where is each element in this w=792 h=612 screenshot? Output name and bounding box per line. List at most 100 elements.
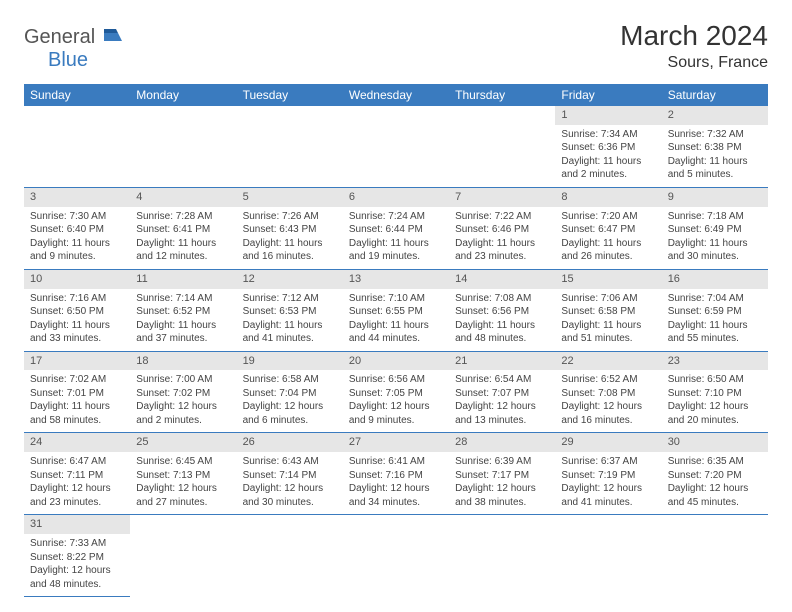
day-number: 21 — [449, 352, 555, 371]
day-details: Sunrise: 7:02 AMSunset: 7:01 PMDaylight:… — [24, 370, 130, 432]
day-details: Sunrise: 6:41 AMSunset: 7:16 PMDaylight:… — [343, 452, 449, 514]
calendar-week-row: 3Sunrise: 7:30 AMSunset: 6:40 PMDaylight… — [24, 187, 768, 269]
calendar-cell: 30Sunrise: 6:35 AMSunset: 7:20 PMDayligh… — [662, 433, 768, 515]
daylight-text: Daylight: 11 hours and 5 minutes. — [668, 155, 762, 182]
day-number: 13 — [343, 270, 449, 289]
day-number: 11 — [130, 270, 236, 289]
day-number: 27 — [343, 433, 449, 452]
calendar-cell: 15Sunrise: 7:06 AMSunset: 6:58 PMDayligh… — [555, 269, 661, 351]
day-number: 16 — [662, 270, 768, 289]
calendar-cell: 6Sunrise: 7:24 AMSunset: 6:44 PMDaylight… — [343, 187, 449, 269]
sunrise-text: Sunrise: 7:16 AM — [30, 292, 124, 306]
calendar-cell: 8Sunrise: 7:20 AMSunset: 6:47 PMDaylight… — [555, 187, 661, 269]
day-details: Sunrise: 6:47 AMSunset: 7:11 PMDaylight:… — [24, 452, 130, 514]
day-details: Sunrise: 6:50 AMSunset: 7:10 PMDaylight:… — [662, 370, 768, 432]
sunset-text: Sunset: 7:17 PM — [455, 469, 549, 483]
day-number-empty — [662, 515, 768, 534]
day-number: 2 — [662, 106, 768, 125]
calendar-cell — [343, 106, 449, 187]
day-number-empty — [237, 106, 343, 125]
weekday-header: Thursday — [449, 84, 555, 106]
weekday-header: Monday — [130, 84, 236, 106]
header: General Blue March 2024 Sours, France — [24, 20, 768, 72]
sunset-text: Sunset: 7:19 PM — [561, 469, 655, 483]
daylight-text: Daylight: 11 hours and 44 minutes. — [349, 319, 443, 346]
sunset-text: Sunset: 6:50 PM — [30, 305, 124, 319]
day-details: Sunrise: 7:33 AMSunset: 8:22 PMDaylight:… — [24, 534, 130, 596]
calendar-cell — [237, 515, 343, 597]
weekday-header-row: SundayMondayTuesdayWednesdayThursdayFrid… — [24, 84, 768, 106]
sunset-text: Sunset: 7:05 PM — [349, 387, 443, 401]
sunrise-text: Sunrise: 7:00 AM — [136, 373, 230, 387]
daylight-text: Daylight: 11 hours and 9 minutes. — [30, 237, 124, 264]
sunrise-text: Sunrise: 6:35 AM — [668, 455, 762, 469]
day-details: Sunrise: 6:39 AMSunset: 7:17 PMDaylight:… — [449, 452, 555, 514]
day-number: 18 — [130, 352, 236, 371]
calendar-cell: 16 Sunrise: 7:04 AMSunset: 6:59 PMDayligh… — [662, 269, 768, 351]
sunrise-text: Sunrise: 7:04 AM — [668, 292, 762, 306]
daylight-text: Daylight: 12 hours and 13 minutes. — [455, 400, 549, 427]
sunset-text: Sunset: 7:13 PM — [136, 469, 230, 483]
calendar-cell: 31Sunrise: 7:33 AMSunset: 8:22 PMDayligh… — [24, 515, 130, 597]
calendar-cell: 3Sunrise: 7:30 AMSunset: 6:40 PMDaylight… — [24, 187, 130, 269]
calendar-cell: 14Sunrise: 7:08 AMSunset: 6:56 PMDayligh… — [449, 269, 555, 351]
sunrise-text: Sunrise: 7:34 AM — [561, 128, 655, 142]
day-number: 6 — [343, 188, 449, 207]
sunrise-text: Sunrise: 6:37 AM — [561, 455, 655, 469]
day-details: Sunrise: 6:58 AMSunset: 7:04 PMDaylight:… — [237, 370, 343, 432]
daylight-text: Daylight: 12 hours and 45 minutes. — [668, 482, 762, 509]
daylight-text: Daylight: 12 hours and 9 minutes. — [349, 400, 443, 427]
daylight-text: Daylight: 11 hours and 55 minutes. — [668, 319, 762, 346]
daylight-text: Daylight: 12 hours and 34 minutes. — [349, 482, 443, 509]
weekday-header: Saturday — [662, 84, 768, 106]
day-number: 29 — [555, 433, 661, 452]
sunrise-text: Sunrise: 7:24 AM — [349, 210, 443, 224]
day-number-empty — [343, 106, 449, 125]
page-title: March 2024 — [620, 20, 768, 52]
sunrise-text: Sunrise: 7:33 AM — [30, 537, 124, 551]
calendar-cell — [343, 515, 449, 597]
day-details: Sunrise: 7:08 AMSunset: 6:56 PMDaylight:… — [449, 289, 555, 351]
daylight-text: Daylight: 11 hours and 37 minutes. — [136, 319, 230, 346]
daylight-text: Daylight: 12 hours and 38 minutes. — [455, 482, 549, 509]
daylight-text: Daylight: 11 hours and 48 minutes. — [455, 319, 549, 346]
sunrise-text: Sunrise: 7:14 AM — [136, 292, 230, 306]
sunrise-text: Sunrise: 6:52 AM — [561, 373, 655, 387]
sunrise-text: Sunrise: 6:39 AM — [455, 455, 549, 469]
calendar-cell — [662, 515, 768, 597]
day-details: Sunrise: 7:28 AMSunset: 6:41 PMDaylight:… — [130, 207, 236, 269]
calendar-cell: 19Sunrise: 6:58 AMSunset: 7:04 PMDayligh… — [237, 351, 343, 433]
daylight-text: Daylight: 12 hours and 6 minutes. — [243, 400, 337, 427]
calendar-cell: 10Sunrise: 7:16 AMSunset: 6:50 PMDayligh… — [24, 269, 130, 351]
sunrise-text: Sunrise: 6:43 AM — [243, 455, 337, 469]
calendar-cell: 26Sunrise: 6:43 AMSunset: 7:14 PMDayligh… — [237, 433, 343, 515]
daylight-text: Daylight: 11 hours and 26 minutes. — [561, 237, 655, 264]
location-label: Sours, France — [620, 54, 768, 72]
calendar-cell: 25Sunrise: 6:45 AMSunset: 7:13 PMDayligh… — [130, 433, 236, 515]
calendar-cell: 28Sunrise: 6:39 AMSunset: 7:17 PMDayligh… — [449, 433, 555, 515]
day-details: Sunrise: 7:24 AMSunset: 6:44 PMDaylight:… — [343, 207, 449, 269]
sunset-text: Sunset: 7:07 PM — [455, 387, 549, 401]
sunrise-text: Sunrise: 6:50 AM — [668, 373, 762, 387]
day-number: 30 — [662, 433, 768, 452]
calendar-cell — [130, 515, 236, 597]
calendar-cell — [449, 515, 555, 597]
flag-icon — [104, 30, 124, 47]
day-number: 25 — [130, 433, 236, 452]
sunset-text: Sunset: 7:11 PM — [30, 469, 124, 483]
weekday-header: Friday — [555, 84, 661, 106]
daylight-text: Daylight: 11 hours and 58 minutes. — [30, 400, 124, 427]
day-details: Sunrise: 7:00 AMSunset: 7:02 PMDaylight:… — [130, 370, 236, 432]
calendar-cell: 18Sunrise: 7:00 AMSunset: 7:02 PMDayligh… — [130, 351, 236, 433]
sunset-text: Sunset: 6:41 PM — [136, 223, 230, 237]
day-number-empty — [343, 515, 449, 534]
day-details: Sunrise: 6:54 AMSunset: 7:07 PMDaylight:… — [449, 370, 555, 432]
calendar-cell: 5Sunrise: 7:26 AMSunset: 6:43 PMDaylight… — [237, 187, 343, 269]
day-number: 7 — [449, 188, 555, 207]
sunrise-text: Sunrise: 7:10 AM — [349, 292, 443, 306]
sunset-text: Sunset: 6:59 PM — [668, 305, 762, 319]
day-details: Sunrise: 7:14 AMSunset: 6:52 PMDaylight:… — [130, 289, 236, 351]
day-number-empty — [449, 515, 555, 534]
daylight-text: Daylight: 11 hours and 41 minutes. — [243, 319, 337, 346]
calendar-cell: 17Sunrise: 7:02 AMSunset: 7:01 PMDayligh… — [24, 351, 130, 433]
